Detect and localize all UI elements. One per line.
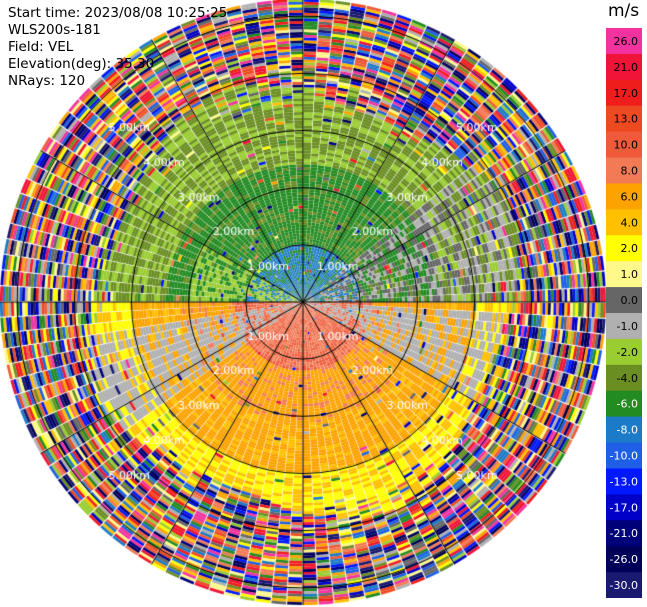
elevation-label: Elevation(deg): 35.30 [8, 56, 155, 72]
colorbar-tick-label: -10.0 [610, 450, 638, 463]
colorbar-tick-label: 1.0 [621, 268, 639, 281]
colorbar-tick-label: -17.0 [610, 501, 638, 514]
colorbar-swatch [606, 131, 642, 159]
colorbar-swatch [606, 261, 642, 288]
colorbar-tick-label: 13.0 [614, 113, 639, 126]
colorbar-tick-label: -13.0 [610, 475, 638, 488]
colorbar-swatch [606, 572, 642, 598]
colorbar-tick-label: -1.0 [617, 320, 638, 333]
colorbar-swatch [606, 390, 642, 418]
colorbar-tick-label: 8.0 [621, 165, 639, 178]
scan-info: Start time: 2023/08/08 10:25:25 WLS200s-… [8, 5, 227, 90]
colorbar-swatch [606, 442, 642, 469]
colorbar-swatch [606, 546, 642, 573]
colorbar-swatch [606, 313, 642, 340]
colorbar-swatch [606, 520, 642, 547]
colorbar-tick-label: 21.0 [614, 61, 639, 74]
colorbar-unit-label: m/s [608, 1, 640, 21]
colorbar-tick-label: -8.0 [617, 424, 638, 437]
colorbar-swatch [606, 79, 642, 107]
colorbar-tick-label: -2.0 [617, 346, 638, 359]
colorbar-swatch [606, 53, 642, 81]
colorbar-swatch [606, 468, 642, 495]
colorbar-swatch [606, 209, 642, 236]
colorbar-swatch [606, 157, 642, 184]
colorbar-tick-label: -30.0 [610, 579, 638, 592]
colorbar-tick-label: 0.0 [621, 294, 639, 307]
start-time-label: Start time: 2023/08/08 10:25:25 [8, 5, 228, 21]
colorbar-tick-label: -26.0 [610, 553, 638, 566]
instrument-label: WLS200s-181 [8, 22, 101, 38]
colorbar-swatch [606, 494, 642, 521]
colorbar-tick-label: 4.0 [621, 216, 639, 229]
colorbar-swatch [606, 105, 642, 133]
colorbar-tick-label: 2.0 [621, 242, 639, 255]
colorbar-tick-label: 10.0 [614, 139, 639, 152]
colorbar-swatch [606, 28, 642, 55]
colorbar-swatch [606, 338, 642, 366]
colorbar-swatch [606, 235, 642, 262]
ppi-velocity-plot [0, 0, 607, 607]
velocity-colorbar: 26.0 21.0 17.0 13.0 10.0 8.0 6.0 4.0 2.0 1.0 0.0 -1… [606, 28, 642, 598]
colorbar-tick-label: 6.0 [621, 190, 639, 203]
field-label: Field: VEL [8, 39, 74, 55]
nrays-label: NRays: 120 [8, 73, 86, 89]
colorbar-swatch [606, 287, 642, 314]
colorbar-tick-label: 26.0 [614, 35, 639, 48]
colorbar-tick-label: -6.0 [617, 398, 638, 411]
colorbar-tick-label: 17.0 [614, 87, 639, 100]
colorbar-swatch [606, 416, 642, 444]
colorbar-swatch [606, 183, 642, 210]
colorbar-swatch [606, 364, 642, 392]
colorbar-tick-label: -21.0 [610, 527, 638, 540]
colorbar-tick-label: -4.0 [617, 372, 638, 385]
